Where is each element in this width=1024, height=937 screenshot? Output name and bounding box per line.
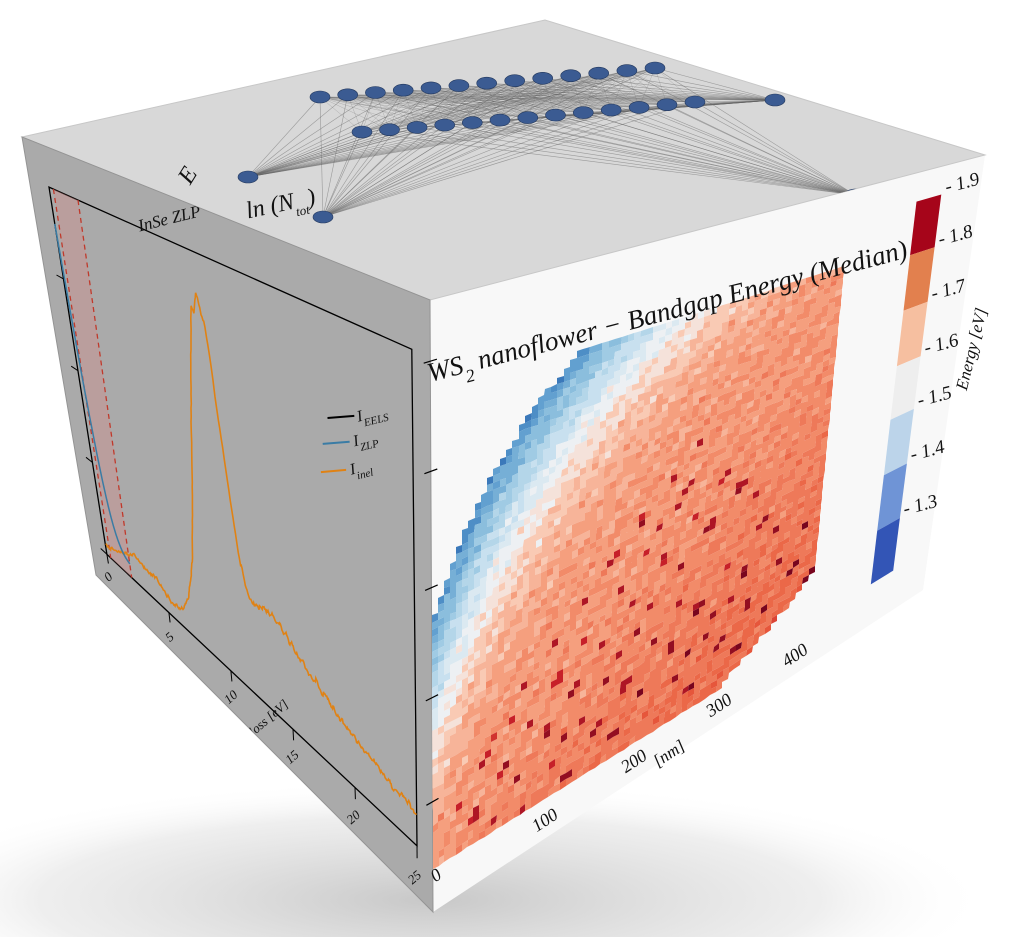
svg-text:Intensity [a.u.]: Intensity [a.u.]: [18, 304, 52, 384]
svg-text:ln (I(NN)ZLP (E,ln(Ntot))): ln (I(NN)ZLP (E,ln(Ntot))): [228, 4, 386, 70]
